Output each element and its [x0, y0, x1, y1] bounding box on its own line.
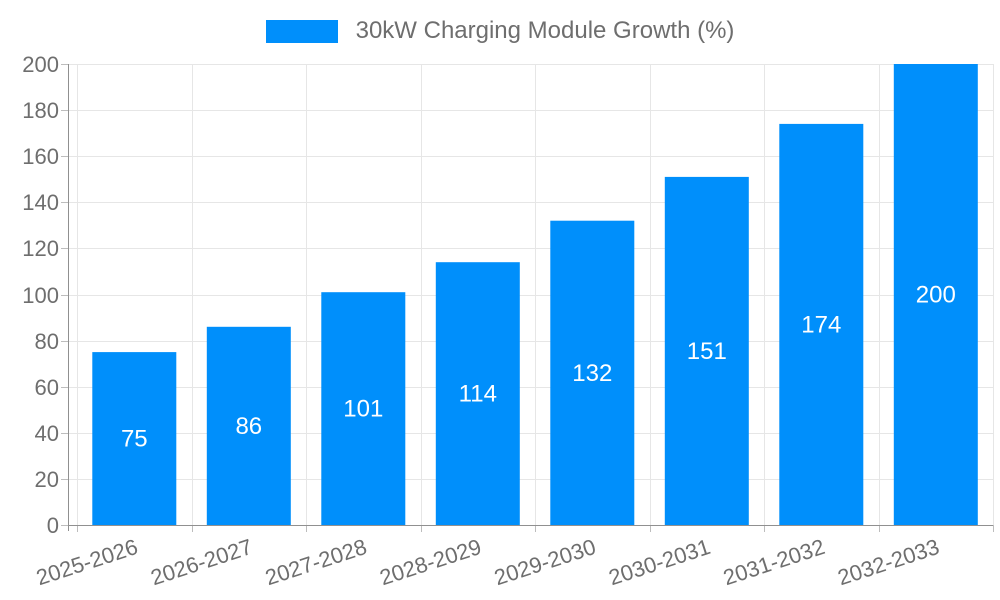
x-tick-label: 2031-2032 — [720, 534, 828, 590]
bar-value-label: 101 — [343, 396, 383, 423]
bar-2031-2032[interactable] — [779, 123, 864, 526]
y-tick-label: 20 — [35, 467, 59, 492]
x-tick-label: 2032-2033 — [835, 534, 943, 590]
legend[interactable]: 30kW Charging Module Growth (%) — [0, 17, 1000, 45]
bar-2026-2027[interactable] — [206, 326, 291, 525]
y-tick-label: 140 — [22, 190, 59, 215]
y-tick-label: 160 — [22, 144, 59, 169]
y-tick-label: 180 — [22, 98, 59, 123]
x-tick-label: 2029-2030 — [491, 534, 599, 590]
y-tick-label: 40 — [35, 421, 59, 446]
bar-2030-2031[interactable] — [664, 176, 749, 525]
x-tick-label: 2027-2028 — [262, 534, 370, 590]
bar-value-label: 200 — [916, 282, 956, 309]
y-tick-label: 60 — [35, 375, 59, 400]
x-tick-label: 2025-2026 — [33, 534, 141, 590]
y-tick-label: 120 — [22, 236, 59, 261]
bar-value-label: 151 — [687, 338, 727, 365]
legend-label: 30kW Charging Module Growth (%) — [355, 17, 735, 44]
x-tick-label: 2030-2031 — [606, 534, 714, 590]
bar-value-label: 174 — [801, 312, 841, 339]
bar-2027-2028[interactable] — [321, 292, 406, 525]
x-tick-label: 2026-2027 — [148, 534, 256, 590]
y-tick-label: 0 — [47, 513, 59, 538]
bar-2025-2026[interactable] — [92, 352, 177, 525]
bar-value-label: 86 — [235, 413, 262, 440]
y-tick-label: 200 — [22, 52, 59, 77]
bar-value-label: 75 — [121, 426, 148, 453]
x-tick-label: 2028-2029 — [377, 534, 485, 590]
bar-2029-2030[interactable] — [550, 220, 635, 525]
bar-2028-2029[interactable] — [435, 262, 520, 525]
legend-swatch — [265, 19, 338, 43]
y-tick-label: 80 — [35, 329, 59, 354]
bar-value-label: 114 — [459, 381, 497, 408]
y-tick-label: 100 — [22, 283, 59, 308]
bar-value-label: 132 — [572, 360, 612, 387]
bar-2032-2033[interactable] — [893, 64, 978, 525]
